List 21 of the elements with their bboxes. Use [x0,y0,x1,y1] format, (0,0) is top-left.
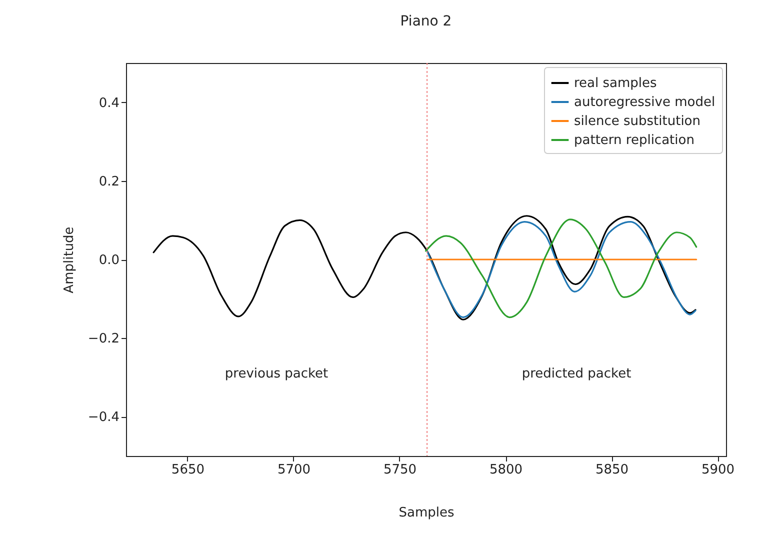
legend-label: real samples [574,76,658,91]
x-tick-label: 5800 [489,462,523,478]
x-tick-label: 5900 [701,462,735,478]
x-axis-title: Samples [398,506,454,520]
x-tick-label: 5700 [277,462,311,478]
y-tick-label: 0.0 [98,253,120,268]
annotation: predicted packet [522,366,632,382]
x-tick-label: 5750 [383,462,417,478]
y-tick-label: −0.2 [88,332,120,347]
y-tick-label: −0.4 [88,410,120,426]
x-tick-label: 5650 [171,462,205,478]
chart-title: Piano 2 [400,14,452,30]
y-tick-label: 0.4 [98,96,120,111]
y-tick-label: 0.2 [98,174,120,190]
line-series [152,215,696,320]
legend-label: pattern replication [574,133,694,148]
y-axis-title: Amplitude [62,226,77,294]
legend-label: silence substitution [574,114,700,129]
legend-label: autoregressive model [574,95,716,110]
x-tick-label: 5850 [595,462,629,478]
annotation: previous packet [224,366,328,382]
